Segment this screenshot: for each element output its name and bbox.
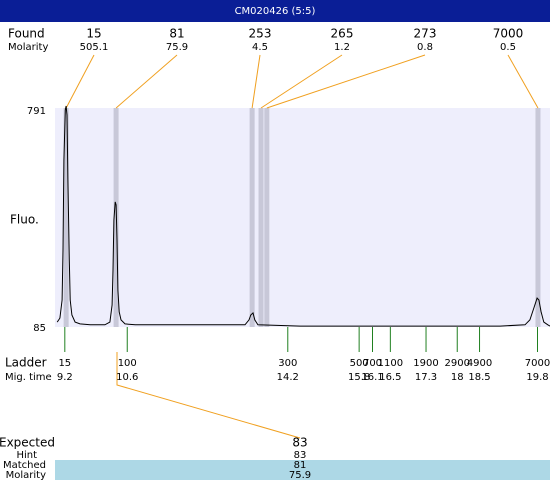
expected-value: 83 [292, 436, 307, 450]
ladder-mig-time: 17.3 [415, 372, 437, 383]
ladder-size: 100 [118, 358, 137, 369]
peak-band [63, 108, 69, 327]
peak-connector [65, 54, 95, 109]
y-label: Fluo. [10, 213, 39, 227]
found-molarity: 75.9 [166, 42, 188, 53]
exp-molarity-value: 75.9 [289, 470, 311, 480]
matched-label: Matched [3, 460, 46, 471]
ladder-size: 4900 [467, 358, 492, 369]
found-size: 7000 [493, 27, 524, 41]
matched-band [55, 460, 550, 480]
ladder-size: 1900 [413, 358, 438, 369]
hint-label: Hint [16, 450, 37, 461]
ladder-size: 1100 [378, 358, 403, 369]
mig-time-label: Mig. time [5, 372, 52, 383]
peak-connector [266, 54, 426, 109]
found-molarity: 0.8 [417, 42, 433, 53]
ladder-mig-time: 14.2 [277, 372, 299, 383]
found-size: 265 [331, 27, 354, 41]
ladder-mig-time: 16.1 [361, 372, 383, 383]
ladder-size: 300 [278, 358, 297, 369]
trace [56, 105, 550, 327]
peak-band [258, 108, 264, 327]
ladder-label: Ladder [5, 356, 47, 370]
matched-value: 81 [294, 460, 307, 471]
ladder-mig-time: 18 [451, 372, 464, 383]
ladder-mig-time: 19.8 [526, 372, 548, 383]
y-tick-label: 791 [27, 106, 46, 117]
expected-connector [116, 352, 301, 439]
plot-area [55, 108, 550, 327]
ladder-size: 500 [350, 358, 369, 369]
title: CM020426 (5:5) [235, 6, 316, 17]
found-size: 253 [249, 27, 272, 41]
found-molarity: 4.5 [252, 42, 268, 53]
exp-molarity-label: Molarity [6, 470, 46, 480]
peak-connector [260, 54, 343, 109]
found-molarity: 505.1 [80, 42, 109, 53]
ladder-size: 7000 [525, 358, 550, 369]
title-bar [0, 0, 550, 22]
found-molarity: 1.2 [334, 42, 350, 53]
found-size: 81 [169, 27, 184, 41]
ladder-mig-time: 9.2 [57, 372, 73, 383]
expected-label: Expected [0, 436, 55, 450]
ladder-size: 700 [363, 358, 382, 369]
ladder-size: 2900 [445, 358, 470, 369]
found-size: 15 [86, 27, 101, 41]
ladder-mig-time: 18.5 [468, 372, 490, 383]
peak-connector [507, 54, 539, 109]
peak-connector [115, 54, 178, 109]
found-size: 273 [414, 27, 437, 41]
y-tick-label: 85 [33, 323, 46, 334]
found-molarity: 0.5 [500, 42, 516, 53]
found-label: Found [8, 27, 45, 41]
ladder-mig-time: 10.6 [116, 372, 138, 383]
ladder-mig-time: 16.5 [379, 372, 401, 383]
ladder-size: 15 [58, 358, 71, 369]
ladder-mig-time: 15.8 [348, 372, 370, 383]
peak-band [535, 108, 541, 327]
hint-value: 83 [294, 450, 307, 461]
peak-connector [251, 54, 261, 109]
peak-band [264, 108, 270, 327]
molarity-label: Molarity [8, 42, 48, 53]
peak-band [249, 108, 255, 327]
